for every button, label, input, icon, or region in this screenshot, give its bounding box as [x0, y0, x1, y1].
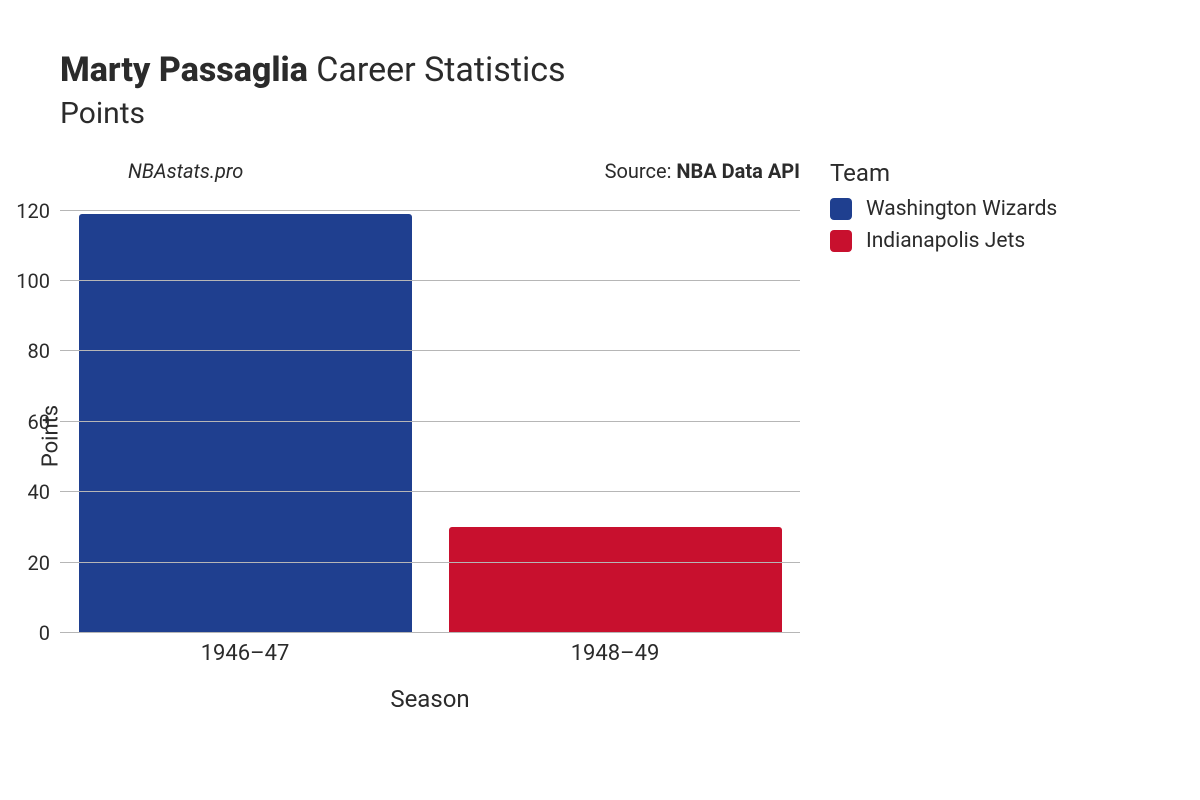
chart-title: Marty Passaglia Career Statistics — [60, 50, 1160, 90]
source-prefix: Source: — [605, 159, 677, 183]
legend-items: Washington Wizards Indianapolis Jets — [830, 197, 1057, 253]
legend-label: Indianapolis Jets — [866, 229, 1025, 253]
source-name: NBA Data API — [676, 159, 800, 183]
x-ticks: 1946–47 1948–49 — [60, 633, 800, 667]
annotation-row: NBAstats.pro Source: NBA Data API — [60, 159, 800, 189]
y-tick-label: 40 — [28, 480, 60, 504]
y-tick-label: 60 — [28, 410, 60, 434]
x-tick-label: 1948–49 — [571, 641, 660, 666]
legend-swatch — [830, 230, 852, 252]
y-tick-label: 120 — [16, 199, 60, 223]
legend-label: Washington Wizards — [866, 197, 1057, 221]
y-tick-label: 100 — [16, 269, 60, 293]
bars-layer — [60, 193, 800, 633]
chart-title-rest: Career Statistics — [308, 50, 566, 90]
watermark-text: NBAstats.pro — [128, 159, 243, 183]
legend-title: Team — [830, 159, 1057, 187]
x-axis-label: Season — [60, 685, 800, 713]
y-tick-label: 0 — [39, 621, 60, 645]
chart-title-bold: Marty Passaglia — [60, 50, 308, 90]
y-tick-label: 20 — [28, 551, 60, 575]
chart-area: Points NBAstats.pro Source: NBA Data API… — [60, 159, 1160, 713]
grid-line — [60, 562, 800, 563]
bar — [79, 214, 412, 633]
legend-item: Indianapolis Jets — [830, 229, 1057, 253]
x-tick-label: 1946–47 — [201, 641, 290, 666]
plot-column: Points NBAstats.pro Source: NBA Data API… — [60, 159, 800, 713]
bar — [449, 527, 782, 633]
chart-subtitle: Points — [60, 96, 1160, 131]
legend-swatch — [830, 198, 852, 220]
legend: Team Washington Wizards Indianapolis Jets — [830, 159, 1057, 261]
grid-line — [60, 350, 800, 351]
grid-line — [60, 280, 800, 281]
y-tick-label: 80 — [28, 339, 60, 363]
plot-area: 020406080100120 — [60, 193, 800, 633]
grid-line — [60, 210, 800, 211]
grid-line — [60, 491, 800, 492]
legend-item: Washington Wizards — [830, 197, 1057, 221]
source-text: Source: NBA Data API — [605, 159, 800, 183]
grid-line — [60, 421, 800, 422]
chart-container: Marty Passaglia Career Statistics Points… — [0, 0, 1200, 800]
